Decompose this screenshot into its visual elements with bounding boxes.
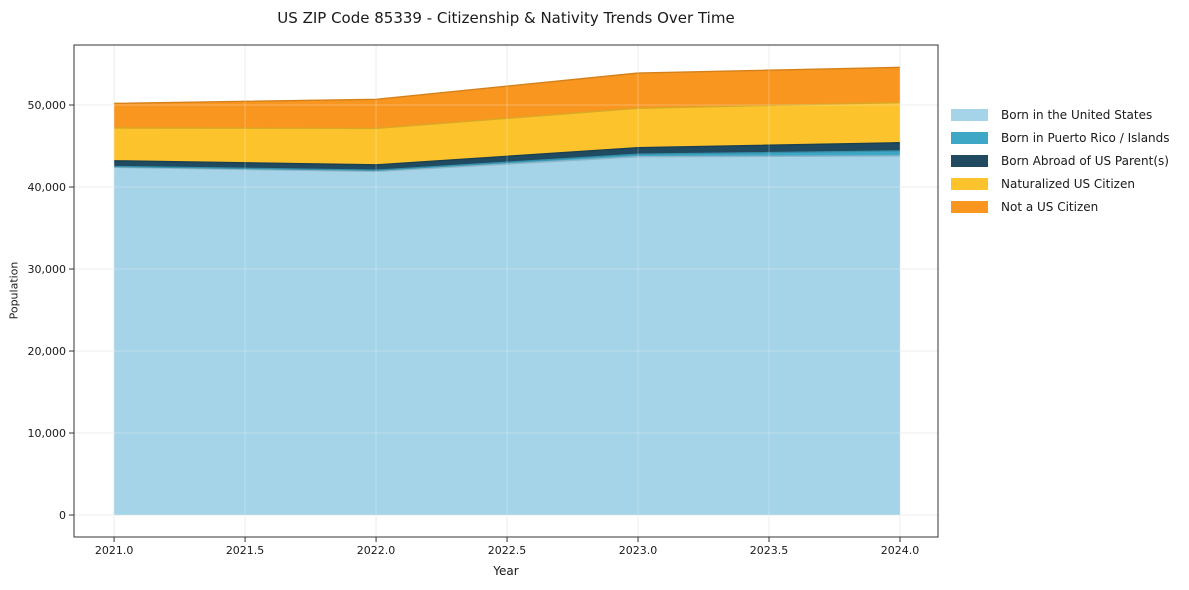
- area-edge-naturalized-us-citizen: [114, 101, 901, 130]
- area-born-in-the-united-states: [114, 155, 901, 516]
- x-tick-label: 2022.5: [488, 544, 527, 557]
- y-tick-label: 0: [59, 509, 66, 522]
- axes-frame: [73, 44, 939, 538]
- y-tick-label: 10,000: [28, 427, 67, 440]
- legend: Born in the United States Born in Puerto…: [951, 103, 1170, 218]
- x-tick-label: 2021.5: [226, 544, 265, 557]
- x-axis-label: Year: [493, 564, 519, 578]
- legend-item: Not a US Citizen: [951, 195, 1170, 218]
- area-naturalized-us-citizen: [114, 102, 901, 165]
- x-tick-label: 2023.0: [619, 544, 658, 557]
- legend-swatch-icon: [951, 154, 988, 167]
- legend-label: Born in Puerto Rico / Islands: [1001, 130, 1170, 145]
- y-tick-label: 40,000: [28, 181, 67, 194]
- x-tick-label: 2022.0: [357, 544, 396, 557]
- legend-swatch-icon: [951, 131, 988, 144]
- legend-swatch-icon: [951, 108, 988, 121]
- legend-swatch-icon: [951, 177, 988, 190]
- y-tick-label: 30,000: [28, 263, 67, 276]
- legend-label: Born in the United States: [1001, 107, 1153, 122]
- area-edge-born-in-the-united-states: [114, 155, 901, 173]
- x-tick-label: 2021.0: [95, 544, 134, 557]
- area-edge-born-in-puerto-rico-islands: [114, 150, 901, 171]
- area-edge-not-a-us-citizen: [114, 66, 901, 105]
- x-tick-label: 2023.5: [750, 544, 789, 557]
- y-tick-label: 50,000: [28, 99, 67, 112]
- legend-label: Not a US Citizen: [1001, 199, 1099, 214]
- legend-item: Born Abroad of US Parent(s): [951, 149, 1170, 172]
- legend-item: Naturalized US Citizen: [951, 172, 1170, 195]
- y-axis-label: Population: [7, 261, 21, 320]
- legend-label: Born Abroad of US Parent(s): [1001, 153, 1169, 168]
- y-tick-label: 20,000: [28, 345, 67, 358]
- legend-item: Born in Puerto Rico / Islands: [951, 126, 1170, 149]
- legend-item: Born in the United States: [951, 103, 1170, 126]
- area-edge-born-abroad-of-us-parent-s: [114, 142, 901, 166]
- legend-swatch-icon: [951, 200, 988, 213]
- legend-label: Naturalized US Citizen: [1001, 176, 1135, 191]
- chart-title: US ZIP Code 85339 - Citizenship & Nativi…: [277, 9, 735, 27]
- x-tick-label: 2024.0: [881, 544, 920, 557]
- area-not-a-us-citizen: [114, 67, 901, 129]
